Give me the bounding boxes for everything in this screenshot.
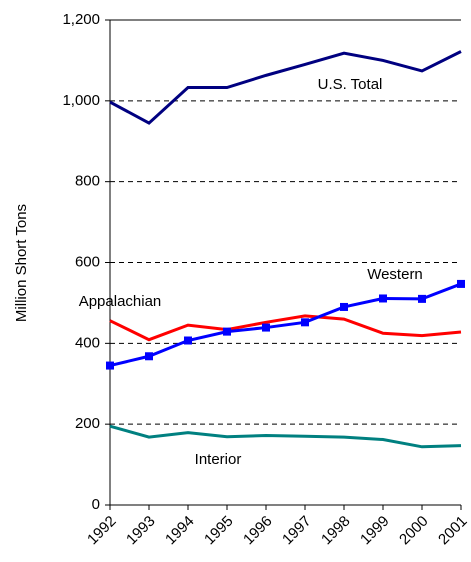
x-tick-label: 1992 — [84, 513, 120, 549]
x-tick-label: 2000 — [396, 513, 432, 549]
x-tick-label: 1997 — [279, 513, 315, 549]
y-axis-label: Million Short Tons — [13, 204, 30, 322]
point-marker — [106, 361, 114, 370]
point-marker — [340, 302, 348, 311]
x-tick-label: 1996 — [240, 513, 276, 549]
x-tick-label: 1994 — [162, 513, 198, 549]
series-label: Appalachian — [79, 293, 162, 310]
x-tick-label: 1995 — [201, 513, 237, 549]
x-tick-label: 2001 — [435, 513, 471, 549]
y-tick-label: 400 — [75, 334, 100, 351]
x-tick-label: 1998 — [318, 513, 354, 549]
y-tick-label: 600 — [75, 253, 100, 270]
point-marker — [418, 294, 426, 303]
point-marker — [184, 336, 192, 345]
y-tick-label: 200 — [75, 415, 100, 432]
series-label: U.S. Total — [318, 76, 383, 93]
point-marker — [379, 294, 387, 303]
point-marker — [301, 318, 309, 327]
y-tick-label: 0 — [92, 496, 100, 513]
series-label: Western — [367, 266, 423, 283]
point-marker — [262, 323, 270, 332]
y-tick-label: 1,200 — [62, 11, 100, 28]
point-marker — [223, 327, 231, 336]
x-tick-label: 1993 — [123, 513, 159, 549]
series-line — [109, 314, 462, 342]
point-marker — [145, 352, 153, 361]
y-tick-label: 800 — [75, 173, 100, 190]
series-line — [109, 282, 462, 368]
y-tick-label: 1,000 — [62, 92, 100, 109]
x-tick-label: 1999 — [357, 513, 393, 549]
series-label: Interior — [195, 451, 242, 468]
series-line — [109, 50, 462, 125]
point-marker — [457, 279, 465, 288]
series-line — [109, 424, 462, 449]
